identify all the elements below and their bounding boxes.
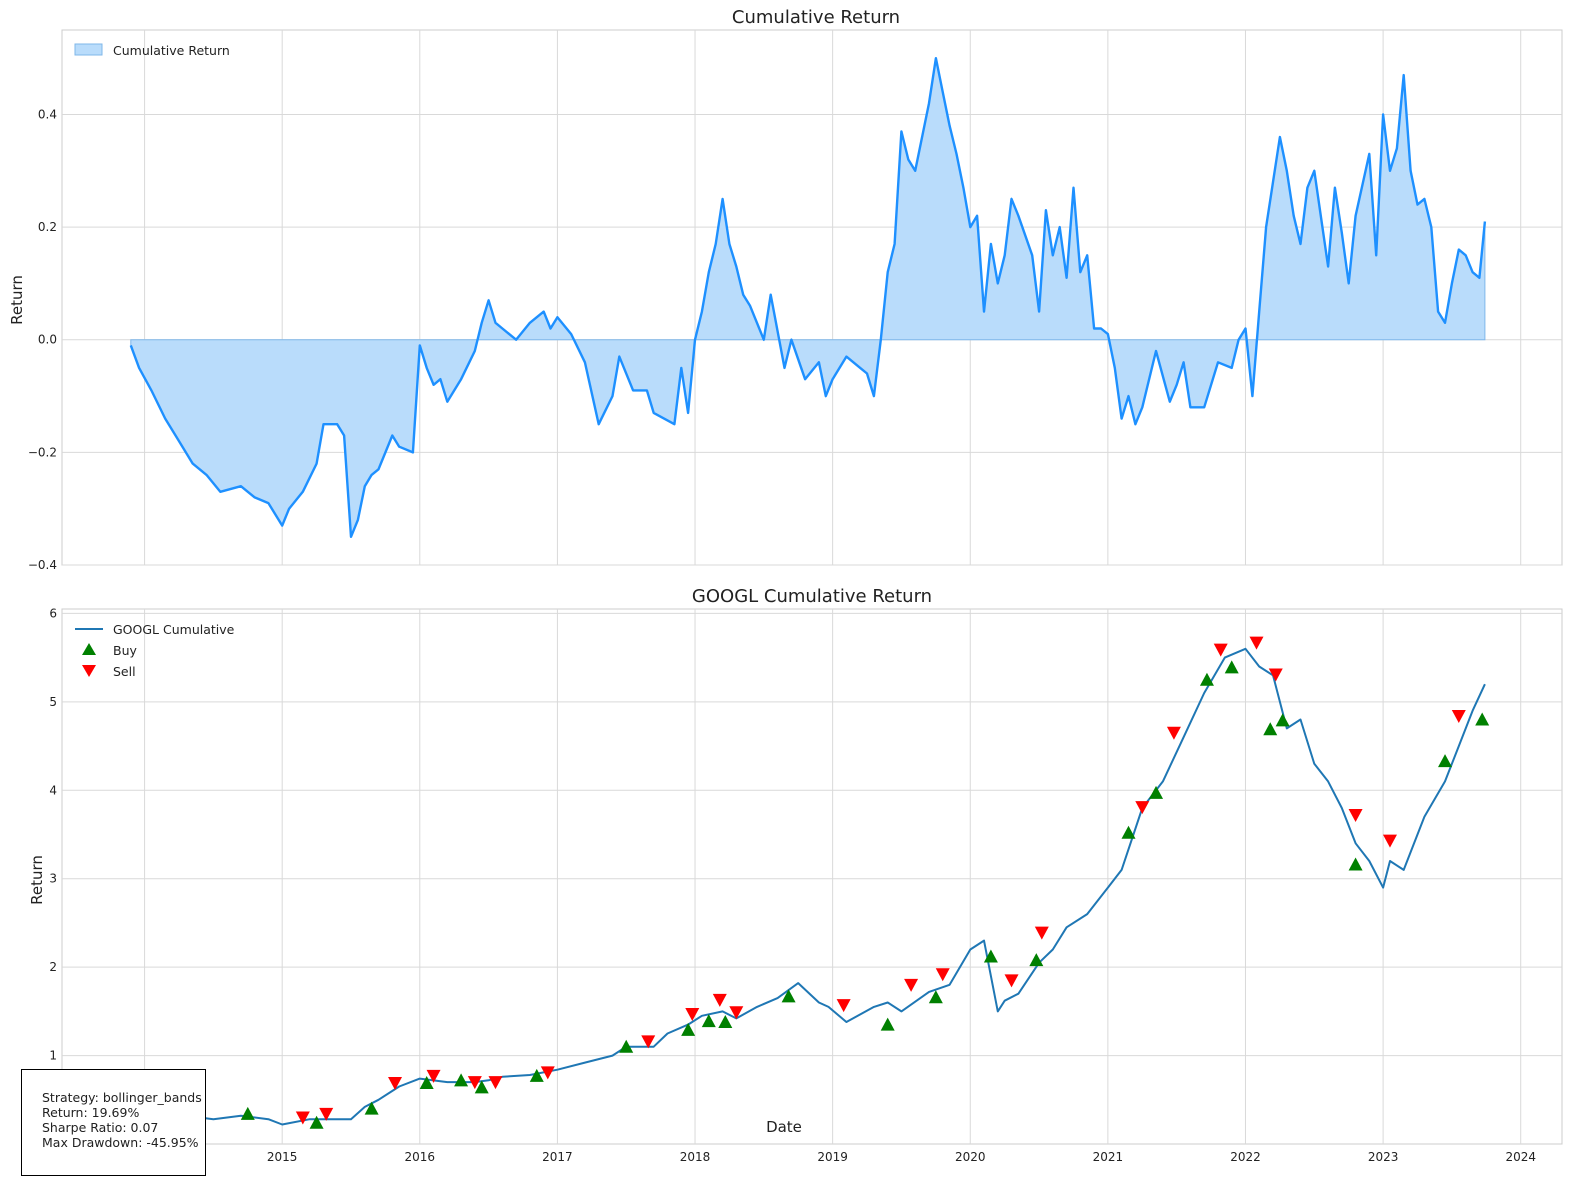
legend-label-googl: GOOGL Cumulative — [113, 622, 235, 637]
strategy-sharpe: Sharpe Ratio: 0.07 — [42, 1120, 159, 1135]
cumulative-return-chart: Cumulative Return −0.4 −0.2 0.0 0.2 0.4 Retu… — [8, 7, 1563, 572]
strategy-return: Return: 19.69% — [42, 1105, 140, 1120]
top-chart-title: Cumulative Return — [732, 7, 900, 28]
sell-marker — [1348, 809, 1363, 823]
buy-marker — [880, 1017, 895, 1031]
buy-marker — [928, 990, 943, 1004]
sell-marker — [1034, 926, 1049, 940]
sell-marker — [1135, 801, 1150, 815]
bottom-y-tick-label: 2 — [49, 960, 57, 974]
bottom-x-tick-label: 2024 — [1505, 1150, 1536, 1164]
googl-cumulative-return-chart: GOOGL Cumulative Return 2014201520162017… — [28, 586, 1563, 1164]
bottom-chart-title: GOOGL Cumulative Return — [692, 586, 932, 607]
sell-marker — [295, 1111, 310, 1125]
bottom-plot-area — [61, 608, 1563, 1145]
buy-marker — [240, 1106, 255, 1120]
buy-marker — [1348, 857, 1363, 871]
buy-marker — [454, 1073, 469, 1087]
legend-swatch-cumulative-return — [74, 43, 103, 56]
buy-marker — [364, 1101, 379, 1115]
bottom-x-tick-label: 2017 — [542, 1150, 573, 1164]
buy-marker — [1438, 754, 1453, 768]
buy-marker — [701, 1014, 716, 1028]
legend-label-buy: Buy — [113, 643, 137, 658]
sell-marker — [836, 999, 851, 1013]
bottom-x-tick-label: 2022 — [1230, 1150, 1261, 1164]
buy-marker — [309, 1115, 324, 1129]
strategy-stats-box: Strategy: bollinger_bands Return: 19.69%… — [21, 1069, 206, 1176]
legend-label-sell: Sell — [113, 664, 136, 679]
buy-marker — [474, 1080, 489, 1094]
strategy-drawdown: Max Drawdown: -45.95% — [42, 1135, 199, 1150]
bottom-y-tick-label: 4 — [49, 783, 57, 797]
buy-marker — [1029, 953, 1044, 967]
sell-marker — [1451, 710, 1466, 723]
buy-marker — [1149, 785, 1164, 799]
sell-marker — [641, 1035, 656, 1049]
sell-marker — [1382, 834, 1397, 848]
bottom-y-tick-label: 6 — [49, 606, 57, 620]
buy-marker — [619, 1039, 634, 1053]
sell-marker — [1213, 643, 1228, 657]
buy-marker — [681, 1022, 696, 1036]
sell-marker — [1166, 726, 1181, 740]
googl-cumulative-line — [130, 647, 1486, 1126]
bottom-y-tick-label: 5 — [49, 695, 57, 709]
top-y-tick-label: 0.0 — [38, 333, 57, 347]
bottom-x-tick-label: 2016 — [405, 1150, 436, 1164]
sell-marker — [1249, 636, 1264, 650]
top-y-tick-label: −0.2 — [28, 445, 57, 459]
bottom-legend: GOOGL Cumulative Buy Sell — [75, 622, 235, 679]
cumulative-return-line — [129, 57, 1487, 538]
sell-marker — [935, 968, 950, 982]
buy-marker — [781, 989, 796, 1003]
bottom-x-tick-label: 2019 — [817, 1150, 848, 1164]
buy-marker — [1121, 825, 1136, 839]
sell-marker — [388, 1076, 403, 1090]
sell-marker — [467, 1076, 482, 1090]
bottom-x-tick-label: 2018 — [680, 1150, 711, 1164]
bottom-y-axis-label: Return — [28, 855, 46, 905]
top-legend: Cumulative Return — [74, 43, 230, 58]
buy-marker — [1275, 713, 1290, 727]
buy-marker — [718, 1014, 733, 1028]
bottom-x-axis-label: Date — [766, 1118, 802, 1136]
sell-marker — [426, 1069, 441, 1083]
bottom-y-tick-label: 1 — [49, 1049, 57, 1063]
buy-marker — [983, 949, 998, 963]
sell-marker — [729, 1006, 744, 1020]
buy-marker — [529, 1068, 544, 1082]
top-y-tick-label: 0.2 — [38, 220, 57, 234]
sell-marker — [712, 993, 727, 1007]
buy-marker — [1224, 660, 1239, 674]
buy-marker — [1199, 672, 1214, 686]
legend-label-cumulative-return: Cumulative Return — [113, 43, 230, 58]
sell-marker — [540, 1066, 555, 1080]
sell-marker — [1004, 974, 1019, 988]
sell-marker — [319, 1107, 334, 1121]
bottom-x-tick-label: 2023 — [1368, 1150, 1399, 1164]
legend-sell-marker — [82, 665, 96, 677]
buy-marker — [1263, 722, 1278, 736]
sell-marker — [1268, 668, 1283, 682]
bottom-y-tick-label: 3 — [49, 872, 57, 886]
buy-marker — [419, 1075, 434, 1089]
top-y-tick-label: 0.4 — [38, 107, 57, 121]
strategy-name: Strategy: bollinger_bands — [42, 1090, 202, 1105]
legend-buy-marker — [82, 643, 96, 655]
bottom-x-tick-label: 2020 — [955, 1150, 986, 1164]
sell-marker — [685, 1008, 700, 1022]
top-y-axis-label: Return — [8, 275, 26, 325]
sell-marker — [488, 1076, 503, 1090]
sell-marker — [904, 978, 919, 992]
buy-marker — [1475, 712, 1490, 726]
bottom-x-tick-label: 2021 — [1093, 1150, 1124, 1164]
top-y-tick-label: −0.4 — [28, 558, 57, 572]
bottom-x-tick-label: 2015 — [267, 1150, 298, 1164]
